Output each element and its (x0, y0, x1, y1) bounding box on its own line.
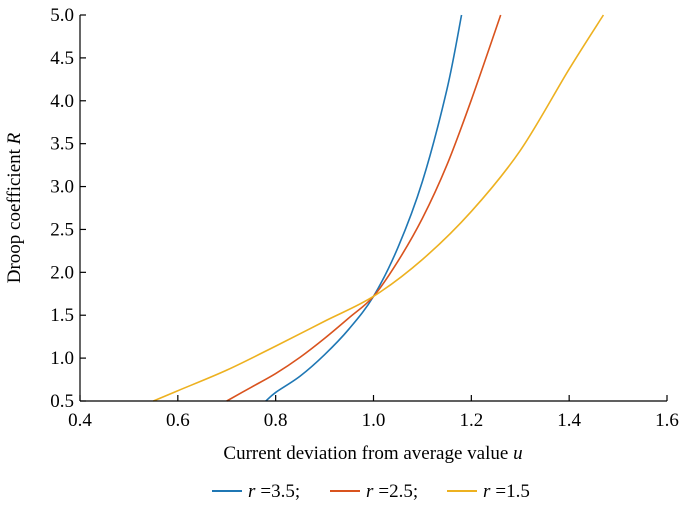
y-tick-label: 1.5 (50, 305, 74, 326)
y-tick-label: 3.5 (50, 134, 74, 155)
x-axis-title: Current deviation from average value u (223, 443, 522, 464)
legend-label-1: r =3.5; (248, 481, 300, 502)
y-tick-label: 2.0 (50, 262, 74, 283)
axes (79, 15, 667, 402)
x-axis-ticks: 0.4 0.6 0.8 1.0 1.2 1.4 1.6 (68, 395, 679, 431)
legend-label-3: r =1.5 (483, 481, 530, 502)
legend-variable: r (248, 481, 256, 502)
y-tick-label: 2.5 (50, 219, 74, 240)
legend-label-2: r =2.5; (366, 481, 418, 502)
y-tick-label: 1.0 (50, 348, 74, 369)
legend: r =3.5; r =2.5; r =1.5 (212, 481, 530, 502)
y-tick-label: 0.5 (50, 391, 74, 412)
series-line-1 (265, 14, 463, 402)
y-axis-ticks: 0.5 1.0 1.5 2.0 2.5 3.0 3.5 4.0 4.5 5.0 (50, 5, 86, 412)
y-tick-label: 5.0 (50, 5, 74, 26)
series-line-2 (226, 14, 502, 402)
legend-value: =1.5 (495, 481, 529, 502)
y-axis-title-text: Droop coefficient (4, 148, 25, 283)
y-axis-title: Droop coefficient R (4, 132, 25, 283)
y-tick-label: 4.0 (50, 91, 74, 112)
x-tick-label: 1.2 (459, 410, 483, 431)
x-tick-label: 1.6 (655, 410, 679, 431)
legend-variable: r (366, 481, 374, 502)
y-tick-label: 3.0 (50, 177, 74, 198)
legend-variable: r (483, 481, 491, 502)
x-axis-title-text: Current deviation from average value (223, 443, 508, 464)
x-tick-label: 1.0 (362, 410, 386, 431)
x-tick-label: 0.4 (68, 410, 92, 431)
x-tick-label: 0.8 (264, 410, 288, 431)
plot-lines (153, 14, 605, 402)
legend-value: =2.5; (378, 481, 418, 502)
legend-value: =3.5; (260, 481, 300, 502)
y-tick-label: 4.5 (50, 48, 74, 69)
x-tick-label: 1.4 (557, 410, 581, 431)
x-axis-title-variable: u (513, 443, 523, 464)
series-line-3 (153, 14, 605, 402)
y-axis-title-variable: R (4, 132, 25, 145)
x-tick-label: 0.6 (166, 410, 190, 431)
